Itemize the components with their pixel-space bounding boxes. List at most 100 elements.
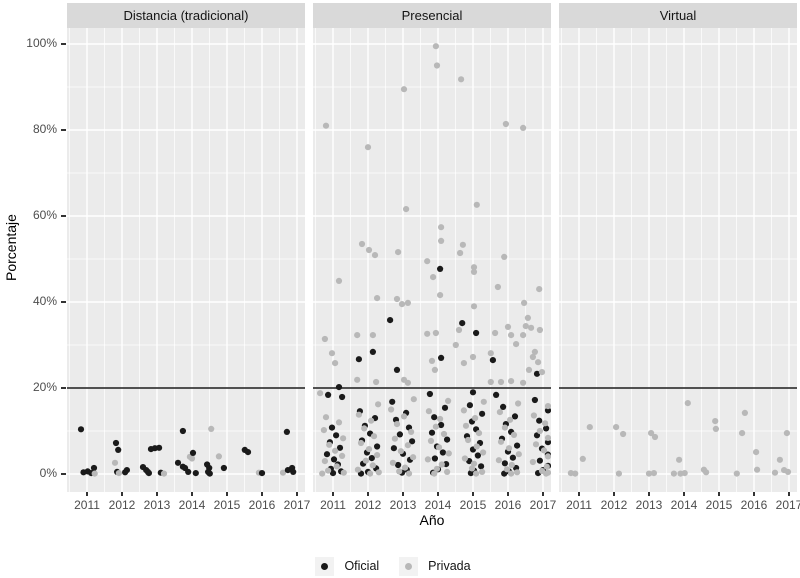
data-point-privada	[470, 460, 478, 467]
x-tick-label: 2015	[213, 498, 241, 512]
panel-virtual	[559, 28, 797, 492]
data-point-privada	[651, 433, 659, 441]
data-point-privada	[536, 427, 543, 435]
x-tick-mark	[472, 492, 474, 496]
x-tick-mark	[613, 492, 615, 496]
x-tick-label: 2012	[354, 498, 382, 512]
data-point-privada	[317, 390, 324, 397]
data-point-privada	[410, 396, 417, 403]
data-point-privada	[335, 419, 343, 426]
data-point-privada	[375, 469, 382, 476]
facet-strip-distancia: Distancia (tradicional)	[67, 3, 305, 28]
data-point-privada	[319, 470, 326, 477]
y-tick-label: 20%	[32, 380, 57, 394]
data-point-privada	[438, 461, 445, 468]
x-tick-label: 2016	[740, 498, 768, 512]
data-point-privada	[504, 323, 512, 330]
data-point-privada	[530, 412, 537, 419]
data-point-oficial	[478, 463, 485, 470]
data-point-privada	[684, 400, 691, 407]
data-point-privada	[472, 415, 479, 422]
data-point-privada	[160, 470, 168, 477]
data-point-privada	[322, 414, 330, 421]
data-point-privada	[362, 457, 369, 464]
data-point-privada	[364, 144, 372, 151]
y-tick-mark	[61, 129, 66, 131]
x-tick-label: 2013	[143, 498, 171, 512]
x-tick-mark	[332, 492, 334, 496]
data-point-privada	[404, 379, 411, 386]
data-point-oficial	[536, 457, 543, 464]
data-point-privada	[520, 379, 527, 386]
data-point-oficial	[329, 470, 337, 477]
data-point-privada	[479, 468, 486, 475]
data-point-privada	[437, 292, 444, 299]
data-point-privada	[462, 422, 470, 429]
data-point-privada	[528, 324, 535, 331]
data-point-oficial	[438, 421, 445, 429]
data-point-privada	[432, 43, 439, 50]
data-point-privada	[473, 470, 480, 477]
data-point-oficial	[369, 348, 376, 355]
data-point-privada	[440, 430, 448, 438]
data-point-privada	[374, 452, 381, 459]
x-tick-mark	[753, 492, 755, 496]
data-point-privada	[370, 433, 378, 440]
facet-strip-virtual: Virtual	[559, 3, 797, 28]
data-point-oficial	[283, 428, 290, 435]
data-point-privada	[784, 468, 792, 475]
data-point-privada	[425, 408, 432, 415]
data-point-privada	[520, 332, 527, 339]
data-point-privada	[408, 428, 415, 435]
data-point-oficial	[333, 432, 340, 439]
y-tick-mark	[61, 387, 66, 389]
data-point-oficial	[179, 427, 186, 435]
x-tick-mark	[683, 492, 685, 496]
data-point-oficial	[112, 439, 120, 447]
data-point-privada	[365, 246, 373, 254]
data-point-privada	[615, 470, 622, 477]
x-tick-label: 2017	[529, 498, 557, 512]
x-tick-label: 2011	[74, 498, 100, 512]
data-point-privada	[520, 124, 527, 131]
oficial-dot-icon	[321, 562, 329, 570]
legend-key-oficial	[315, 556, 335, 576]
data-point-privada	[438, 237, 445, 244]
data-point-privada	[733, 470, 740, 477]
data-point-privada	[395, 249, 402, 256]
data-point-privada	[501, 253, 508, 260]
data-point-privada	[507, 416, 514, 423]
data-point-privada	[522, 323, 529, 330]
data-point-privada	[771, 469, 779, 476]
panel-plot-area	[67, 28, 305, 492]
data-point-privada	[670, 470, 677, 477]
data-point-privada	[398, 301, 406, 308]
data-point-privada	[470, 268, 478, 275]
data-point-privada	[475, 430, 483, 437]
data-point-privada	[397, 448, 404, 455]
x-tick-label: 2013	[389, 498, 417, 512]
data-point-oficial	[395, 461, 402, 469]
data-point-privada	[524, 314, 531, 321]
data-point-oficial	[500, 403, 507, 410]
data-point-privada	[424, 330, 431, 337]
x-tick-mark	[718, 492, 720, 496]
data-point-privada	[340, 469, 347, 476]
data-point-oficial	[323, 451, 331, 458]
data-point-oficial	[536, 417, 543, 424]
data-point-privada	[355, 411, 362, 418]
data-point-privada	[339, 452, 346, 459]
data-point-oficial	[431, 414, 438, 421]
data-point-privada	[393, 421, 401, 428]
data-point-privada	[529, 353, 536, 361]
data-point-oficial	[441, 404, 449, 411]
data-point-privada	[586, 424, 593, 431]
data-point-oficial	[438, 354, 445, 361]
data-point-privada	[508, 332, 515, 339]
data-point-privada	[444, 468, 451, 475]
data-point-privada	[402, 464, 409, 471]
x-tick-mark	[437, 492, 439, 496]
data-point-privada	[369, 462, 376, 469]
data-point-privada	[410, 454, 417, 461]
data-point-privada	[460, 407, 467, 414]
